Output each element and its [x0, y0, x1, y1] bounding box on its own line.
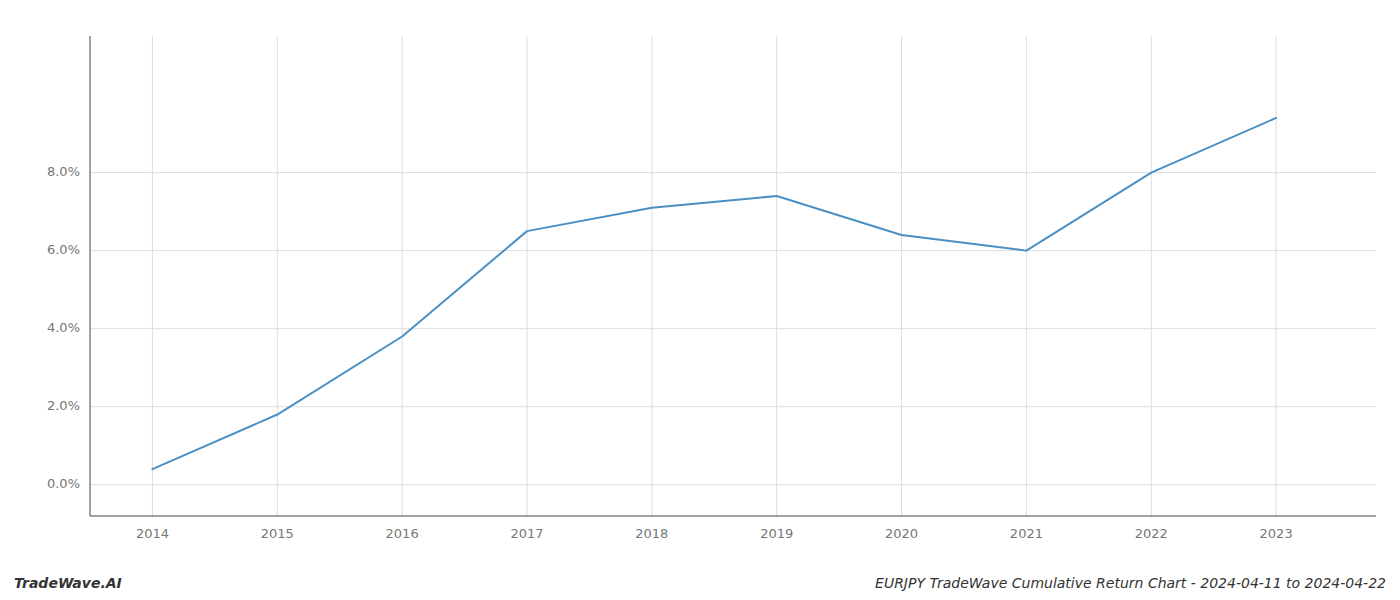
x-grid-line — [277, 36, 278, 516]
axes: 0.0% 2.0% 4.0% 6.0% 8.0% 2014 2015 2016 2017 2018… — [47, 36, 1376, 541]
y-tick-label: 2.0% — [47, 398, 80, 413]
x-grid-line — [526, 36, 527, 516]
x-tick-label: 2017 — [510, 526, 543, 541]
x-grid-line — [1026, 36, 1027, 516]
plot-area — [152, 118, 1276, 469]
y-grid-line — [90, 328, 1376, 329]
page: {"chart_data": {"type": "line", "x": [20… — [0, 0, 1400, 600]
chart-svg: 0.0% 2.0% 4.0% 6.0% 8.0% 2014 2015 2016 2017 2018… — [0, 0, 1400, 600]
x-grid-line — [901, 36, 902, 516]
x-tick-label: 2021 — [1010, 526, 1043, 541]
x-grid-line — [152, 36, 153, 516]
x-tick-label: 2019 — [760, 526, 793, 541]
grid — [90, 36, 1376, 516]
y-grid-line — [90, 250, 1376, 251]
y-grid-line — [90, 484, 1376, 485]
x-grid-line — [402, 36, 403, 516]
x-grid-line — [776, 36, 777, 516]
y-axis-line — [90, 36, 91, 516]
y-tick-label: 0.0% — [47, 476, 80, 491]
x-tick-label: 2023 — [1260, 526, 1293, 541]
y-grid-line — [90, 172, 1376, 173]
footer-right: EURJPY TradeWave Cumulative Return Chart… — [875, 575, 1386, 591]
footer-left: TradeWave.AI — [14, 575, 122, 591]
x-grid-line — [651, 36, 652, 516]
x-tick-label: 2020 — [885, 526, 918, 541]
y-tick-label: 8.0% — [47, 164, 80, 179]
x-tick-label: 2022 — [1135, 526, 1168, 541]
x-tick-label: 2014 — [136, 526, 169, 541]
data-line — [152, 118, 1276, 469]
x-grid-line — [1276, 36, 1277, 516]
x-tick-label: 2016 — [386, 526, 419, 541]
background — [0, 0, 1400, 600]
chart-container: 0.0% 2.0% 4.0% 6.0% 8.0% 2014 2015 2016 2017 2018… — [0, 0, 1400, 600]
x-axis-line — [90, 516, 1376, 517]
x-tick-label: 2015 — [261, 526, 294, 541]
y-tick-label: 6.0% — [47, 242, 80, 257]
x-tick-label: 2018 — [635, 526, 668, 541]
x-grid-line — [1151, 36, 1152, 516]
y-tick-label: 4.0% — [47, 320, 80, 335]
y-grid-line — [90, 406, 1376, 407]
